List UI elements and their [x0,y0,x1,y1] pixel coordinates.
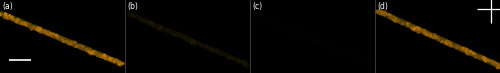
Text: (c): (c) [252,2,262,11]
Text: (b): (b) [128,2,138,11]
Text: (d): (d) [378,2,388,11]
Text: (a): (a) [2,2,13,11]
